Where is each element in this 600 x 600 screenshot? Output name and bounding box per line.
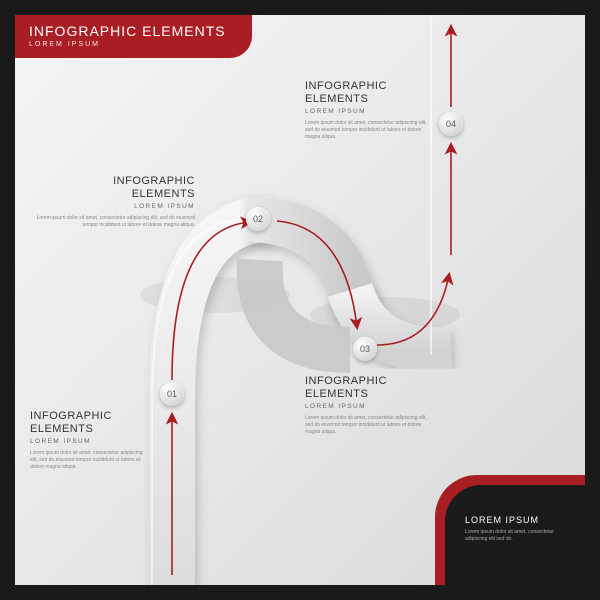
step-block-2: INFOGRAPHICELEMENTS LOREM IPSUM Lorem ip…	[30, 175, 195, 229]
step-subtitle: LOREM IPSUM	[305, 108, 435, 115]
step-subtitle: LOREM IPSUM	[305, 403, 435, 410]
step-block-3: INFOGRAPHICELEMENTS LOREM IPSUM Lorem ip…	[305, 375, 435, 436]
step-subtitle: LOREM IPSUM	[30, 203, 195, 210]
step-title: INFOGRAPHICELEMENTS	[30, 175, 195, 200]
step-body: Lorem ipsum dolor sit amet, consectetur …	[30, 215, 195, 229]
header-title: INFOGRAPHIC ELEMENTS	[29, 23, 226, 39]
step-title: INFOGRAPHICELEMENTS	[30, 410, 145, 435]
step-title: INFOGRAPHICELEMENTS	[305, 80, 435, 105]
infographic-frame: INFOGRAPHIC ELEMENTS LOREM IPSUM	[0, 0, 600, 600]
header-subtitle: LOREM IPSUM	[29, 41, 226, 48]
step-block-4: INFOGRAPHICELEMENTS LOREM IPSUM Lorem ip…	[305, 80, 435, 141]
corner-box: LOREM IPSUM Lorem ipsum dolor sit amet, …	[445, 485, 585, 585]
header-banner: INFOGRAPHIC ELEMENTS LOREM IPSUM	[15, 15, 252, 58]
step-body: Lorem ipsum dolor sit amet, consectetur …	[305, 415, 435, 435]
step-title: INFOGRAPHICELEMENTS	[305, 375, 435, 400]
corner-body: Lorem ipsum dolor sit amet, consectetur …	[465, 529, 573, 542]
step-subtitle: LOREM IPSUM	[30, 438, 145, 445]
corner-title: LOREM IPSUM	[465, 515, 573, 525]
step-body: Lorem ipsum dolor sit amet, consectetur …	[30, 450, 145, 470]
step-body: Lorem ipsum dolor sit amet, consectetur …	[305, 120, 435, 140]
infographic-canvas: INFOGRAPHIC ELEMENTS LOREM IPSUM	[15, 15, 585, 585]
step-block-1: INFOGRAPHICELEMENTS LOREM IPSUM Lorem ip…	[30, 410, 145, 471]
